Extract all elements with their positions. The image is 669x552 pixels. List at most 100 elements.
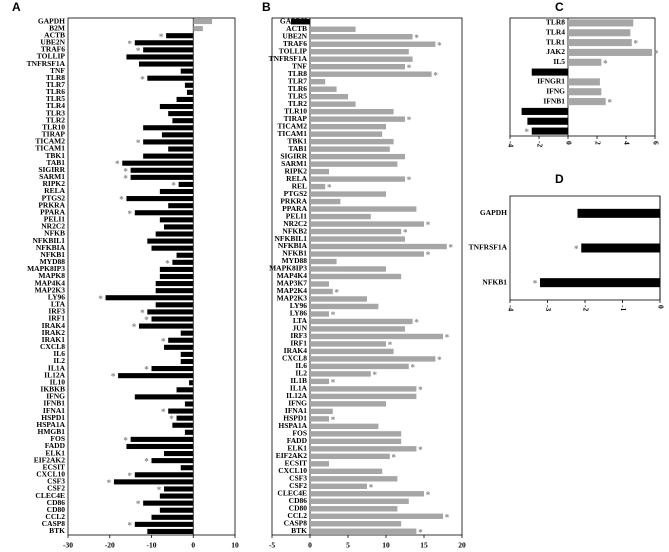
- category-label: PPARA: [282, 204, 307, 213]
- category-label: UBE2N: [40, 38, 65, 47]
- bar: [151, 316, 194, 322]
- significance-star: *: [449, 243, 454, 253]
- category-label: IL12A: [44, 370, 65, 379]
- significance-star: *: [392, 452, 397, 462]
- category-label: IRAK4: [284, 346, 308, 355]
- bar: [310, 371, 371, 377]
- category-label: EIF2AK2: [34, 455, 66, 464]
- category-label: IFNG: [46, 392, 65, 401]
- category-label: TLR2: [46, 115, 65, 124]
- category-label: IRAK2: [42, 328, 66, 337]
- x-tick-label: 4: [622, 141, 631, 145]
- category-label: IL5: [553, 57, 565, 66]
- significance-star: *: [327, 183, 332, 193]
- x-tick-label: 10: [231, 541, 239, 550]
- category-label: EIF2AK2: [276, 451, 308, 460]
- bar: [130, 174, 194, 180]
- significance-star: *: [331, 415, 336, 425]
- category-label: TICAM2: [35, 137, 65, 146]
- significance-star: *: [426, 490, 431, 500]
- bar: [180, 358, 194, 365]
- bar: [151, 366, 194, 372]
- x-tick-label: -2: [535, 141, 544, 147]
- x-tick-label: 20: [458, 541, 466, 550]
- bar: [178, 181, 194, 187]
- bar: [193, 26, 203, 32]
- significance-star: *: [123, 435, 128, 445]
- category-label: TICAM1: [35, 144, 65, 153]
- category-label: CSF2: [47, 484, 65, 493]
- x-tick-label: 0: [564, 141, 573, 145]
- category-label: HSPA1A: [36, 420, 65, 429]
- bar: [130, 436, 194, 442]
- plot-frame: [271, 17, 463, 536]
- bar: [176, 415, 194, 421]
- bar: [134, 521, 194, 527]
- category-label: NFKBIL1: [274, 234, 307, 243]
- category-label: TNF: [50, 66, 65, 75]
- category-label: SIGIRR: [280, 151, 307, 160]
- bar: [134, 394, 194, 400]
- bar: [310, 228, 402, 235]
- category-label: TLR6: [288, 84, 307, 93]
- significance-star: *: [136, 138, 141, 148]
- significance-star: *: [403, 228, 408, 238]
- bar: [310, 401, 386, 407]
- category-label: MAP2K3: [277, 294, 308, 303]
- category-label: NFKB2: [282, 226, 307, 235]
- category-label: MAP4K4: [35, 278, 66, 287]
- bar: [168, 146, 194, 152]
- category-label: MAP2K4: [277, 286, 308, 295]
- category-label: CD80: [47, 505, 66, 514]
- bar: [310, 108, 394, 115]
- category-label: FADD: [45, 441, 66, 450]
- bar: [310, 303, 379, 310]
- bar: [159, 103, 194, 110]
- category-label: IL1B: [290, 376, 307, 385]
- bar: [155, 288, 194, 294]
- category-label: LTA: [293, 316, 308, 325]
- significance-star: *: [171, 180, 176, 190]
- significance-star: *: [369, 482, 374, 492]
- bar: [143, 139, 194, 145]
- category-label: TRAF6: [283, 39, 307, 48]
- panel-label: B: [262, 0, 271, 14]
- bar: [180, 330, 194, 336]
- bar: [168, 203, 194, 209]
- bar: [310, 393, 417, 400]
- bar: [126, 54, 194, 60]
- bar: [310, 101, 356, 107]
- bar: [310, 64, 405, 70]
- category-label: PPARA: [40, 207, 65, 216]
- category-label: FOS: [50, 434, 65, 443]
- bar: [581, 243, 660, 253]
- category-label: NFKB1: [282, 249, 307, 258]
- bar: [310, 521, 402, 527]
- category-label: IL2: [53, 356, 65, 365]
- x-tick-label: -2: [581, 305, 590, 311]
- bar: [164, 344, 194, 350]
- bar: [310, 176, 405, 182]
- bar: [310, 221, 424, 227]
- x-tick-label: 10: [382, 541, 390, 550]
- significance-star: *: [119, 195, 124, 205]
- x-tick-label: 15: [420, 541, 428, 550]
- bar: [568, 78, 600, 86]
- category-label: TNF: [292, 61, 307, 70]
- category-label: PRKRA: [38, 200, 65, 209]
- bar: [186, 89, 194, 95]
- bar: [568, 19, 634, 27]
- x-tick-label: -20: [105, 541, 115, 550]
- bar: [310, 513, 443, 519]
- bar: [310, 528, 417, 534]
- category-label: HSPD1: [41, 413, 65, 422]
- bar: [113, 479, 194, 485]
- category-label: IRAK4: [42, 321, 66, 330]
- bar: [180, 351, 194, 357]
- significance-star: *: [123, 173, 128, 183]
- category-label: NFKBIL1: [32, 236, 65, 245]
- panel-label: A: [12, 0, 21, 14]
- bar: [172, 422, 194, 428]
- bar: [176, 96, 194, 102]
